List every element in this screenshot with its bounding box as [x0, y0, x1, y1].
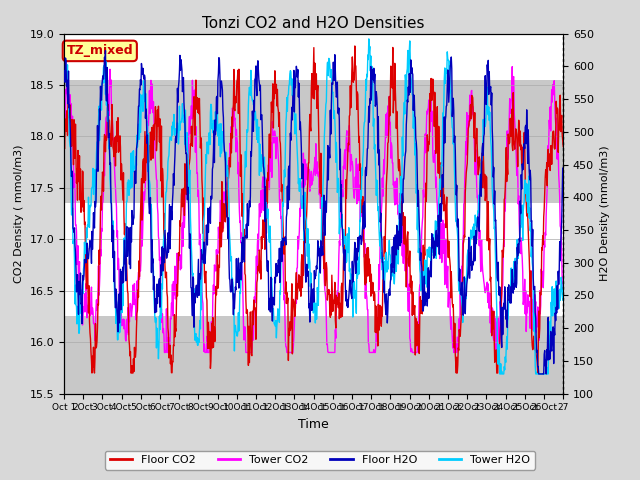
Tower H2O [403, 66, 411, 72]
Floor CO2 [280, 244, 288, 250]
Tower H2O [496, 371, 504, 377]
Tower CO2 [403, 255, 411, 261]
Bar [64, 316, 563, 394]
Title: Tonzi CO2 and H2O Densities: Tonzi CO2 and H2O Densities [202, 16, 425, 31]
Floor H2O [102, 48, 109, 54]
X-axis label: Time: Time [298, 418, 329, 431]
Text: TZ_mixed: TZ_mixed [67, 44, 133, 58]
Floor H2O [60, 68, 68, 73]
Floor CO2 [262, 230, 270, 236]
Line: Floor CO2: Floor CO2 [64, 46, 563, 373]
Line: Tower H2O: Tower H2O [64, 39, 563, 374]
Line: Tower CO2: Tower CO2 [64, 67, 563, 352]
Floor CO2 [460, 241, 467, 247]
Tower CO2 [161, 349, 168, 355]
Tower H2O [262, 213, 269, 218]
Y-axis label: H2O Density (mmol/m3): H2O Density (mmol/m3) [600, 146, 610, 281]
Tower CO2 [111, 176, 119, 182]
Tower H2O [450, 132, 458, 138]
Bar [64, 80, 563, 204]
Tower H2O [365, 36, 372, 42]
Floor H2O [403, 97, 411, 103]
Floor H2O [280, 236, 288, 242]
Floor H2O [111, 305, 119, 311]
Y-axis label: CO2 Density ( mmol/m3): CO2 Density ( mmol/m3) [14, 144, 24, 283]
Tower CO2 [459, 237, 467, 243]
Tower H2O [459, 320, 467, 325]
Floor CO2 [351, 43, 358, 49]
Floor H2O [535, 371, 543, 377]
Legend: Floor CO2, Tower CO2, Floor H2O, Tower H2O: Floor CO2, Tower CO2, Floor H2O, Tower H… [105, 451, 535, 469]
Floor CO2 [559, 144, 567, 149]
Line: Floor H2O: Floor H2O [64, 51, 563, 374]
Floor CO2 [111, 163, 119, 169]
Floor H2O [262, 237, 270, 243]
Floor CO2 [88, 370, 96, 376]
Tower H2O [111, 298, 119, 303]
Floor CO2 [404, 229, 412, 235]
Tower CO2 [262, 176, 270, 181]
Tower H2O [60, 65, 68, 71]
Floor H2O [450, 108, 458, 113]
Tower CO2 [559, 291, 567, 297]
Floor H2O [559, 193, 567, 199]
Floor CO2 [60, 123, 68, 129]
Tower CO2 [450, 349, 458, 355]
Floor H2O [459, 310, 467, 316]
Tower CO2 [60, 148, 68, 154]
Tower CO2 [508, 64, 516, 70]
Tower H2O [280, 180, 288, 185]
Tower H2O [559, 288, 567, 294]
Tower CO2 [280, 292, 288, 298]
Floor CO2 [451, 345, 458, 350]
